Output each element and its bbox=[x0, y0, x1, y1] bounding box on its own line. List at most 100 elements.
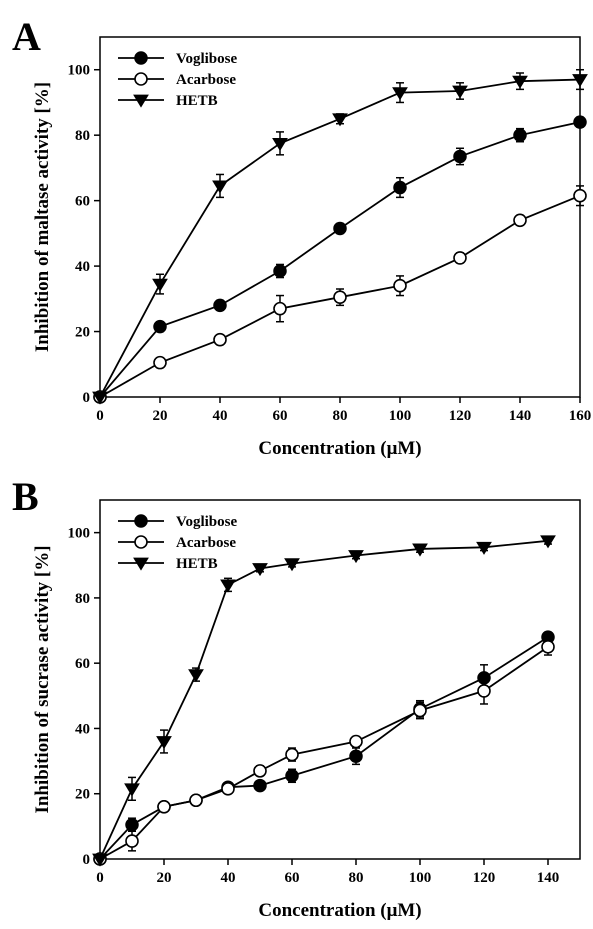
x-tick-label: 60 bbox=[273, 408, 288, 424]
data-point bbox=[453, 149, 467, 164]
data-point bbox=[412, 543, 428, 557]
plot-frame bbox=[99, 499, 581, 860]
x-tick-label: 20 bbox=[153, 408, 168, 424]
x-tick-label: 0 bbox=[96, 408, 104, 424]
y-tick-label: 40 bbox=[75, 721, 90, 737]
legend-label: Acarbose bbox=[176, 72, 236, 88]
x-tick-label: 80 bbox=[333, 408, 348, 424]
data-point bbox=[157, 799, 171, 814]
legend-marker bbox=[134, 51, 148, 65]
series-hetb bbox=[92, 68, 588, 405]
y-tick-label: 100 bbox=[68, 63, 91, 79]
data-point bbox=[221, 782, 235, 796]
x-tick-label: 100 bbox=[409, 870, 432, 886]
x-tick-label: 100 bbox=[389, 408, 412, 424]
series-hetb bbox=[92, 535, 556, 867]
x-tick-label: 40 bbox=[221, 870, 236, 886]
y-tick-label: 0 bbox=[83, 852, 91, 868]
data-point bbox=[573, 188, 587, 203]
legend: Voglibose Acarbose HETB bbox=[118, 51, 237, 109]
series-acarbose bbox=[93, 185, 587, 404]
data-point bbox=[152, 278, 168, 292]
data-point bbox=[413, 703, 427, 718]
legend-label: HETB bbox=[176, 556, 218, 572]
data-point bbox=[540, 535, 556, 549]
legend-marker bbox=[134, 514, 148, 528]
legend-marker bbox=[134, 72, 148, 86]
y-tick-label: 100 bbox=[68, 526, 91, 542]
panel-a: A 0 20 40 60 80 100 120 140 160 0 20 40 60 80 100 Concen… bbox=[12, 14, 591, 459]
data-point bbox=[541, 640, 555, 654]
data-point bbox=[476, 541, 492, 555]
data-point bbox=[153, 319, 167, 334]
data-point bbox=[212, 180, 228, 194]
data-point bbox=[253, 778, 267, 793]
data-point bbox=[572, 74, 588, 88]
data-point bbox=[220, 579, 236, 593]
panel-letter: B bbox=[12, 474, 39, 519]
x-axis-title: Concentration (μM) bbox=[258, 900, 421, 921]
legend-label: Voglibose bbox=[176, 51, 237, 67]
data-point bbox=[213, 298, 227, 313]
data-point bbox=[285, 769, 299, 783]
y-tick-label: 60 bbox=[75, 194, 90, 210]
data-point bbox=[188, 669, 204, 683]
data-point bbox=[285, 747, 299, 762]
y-tick-label: 60 bbox=[75, 656, 90, 672]
data-point bbox=[156, 736, 172, 750]
x-tick-label: 0 bbox=[96, 870, 104, 886]
plot-frame bbox=[99, 36, 581, 398]
data-point bbox=[125, 817, 139, 832]
panel-b: B 0 20 40 60 80 100 120 140 0 20 40 60 80 100 Concentra… bbox=[12, 474, 581, 921]
x-tick-label: 140 bbox=[537, 870, 560, 886]
y-axis-title: Inhibition of sucrase activity [%] bbox=[32, 545, 53, 813]
data-point bbox=[348, 550, 364, 564]
y-tick-label: 0 bbox=[83, 390, 91, 406]
data-point bbox=[333, 221, 347, 236]
x-tick-label: 40 bbox=[213, 408, 228, 424]
data-point bbox=[252, 563, 268, 577]
x-axis-title: Concentration (μM) bbox=[258, 438, 421, 459]
data-point bbox=[273, 301, 287, 316]
data-point bbox=[452, 85, 468, 99]
panel-letter: A bbox=[12, 14, 41, 59]
data-point bbox=[349, 749, 363, 763]
x-tick-label: 120 bbox=[473, 870, 496, 886]
y-tick-label: 20 bbox=[75, 325, 90, 341]
x-tick-label: 20 bbox=[157, 870, 172, 886]
legend-marker bbox=[134, 535, 148, 549]
data-point bbox=[124, 783, 140, 797]
x-tick-label: 120 bbox=[449, 408, 472, 424]
y-axis-title: Inhibition of maltase activity [%] bbox=[32, 82, 53, 352]
y-tick-label: 80 bbox=[75, 128, 90, 144]
data-point bbox=[153, 355, 167, 370]
data-point bbox=[284, 558, 300, 572]
data-point bbox=[453, 251, 467, 265]
data-point bbox=[513, 128, 527, 142]
data-point bbox=[349, 734, 363, 749]
legend-label: Voglibose bbox=[176, 514, 237, 530]
y-tick-label: 80 bbox=[75, 591, 90, 607]
data-point bbox=[512, 75, 528, 89]
data-point bbox=[253, 764, 267, 778]
legend-marker bbox=[133, 94, 149, 108]
data-point bbox=[477, 684, 491, 698]
y-tick-label: 40 bbox=[75, 259, 90, 275]
data-point bbox=[513, 213, 527, 228]
data-point bbox=[393, 278, 407, 293]
data-point bbox=[333, 290, 347, 304]
data-point bbox=[92, 391, 108, 405]
x-tick-label: 160 bbox=[569, 408, 592, 424]
data-point bbox=[332, 113, 348, 127]
data-point bbox=[392, 87, 408, 101]
data-point bbox=[273, 264, 287, 278]
series-line bbox=[99, 78, 581, 398]
data-point bbox=[272, 137, 288, 151]
y-tick-label: 20 bbox=[75, 787, 90, 803]
series-line bbox=[99, 121, 581, 398]
series-acarbose bbox=[93, 637, 555, 866]
x-tick-label: 60 bbox=[285, 870, 300, 886]
data-point bbox=[92, 853, 108, 867]
x-tick-label: 140 bbox=[509, 408, 532, 424]
